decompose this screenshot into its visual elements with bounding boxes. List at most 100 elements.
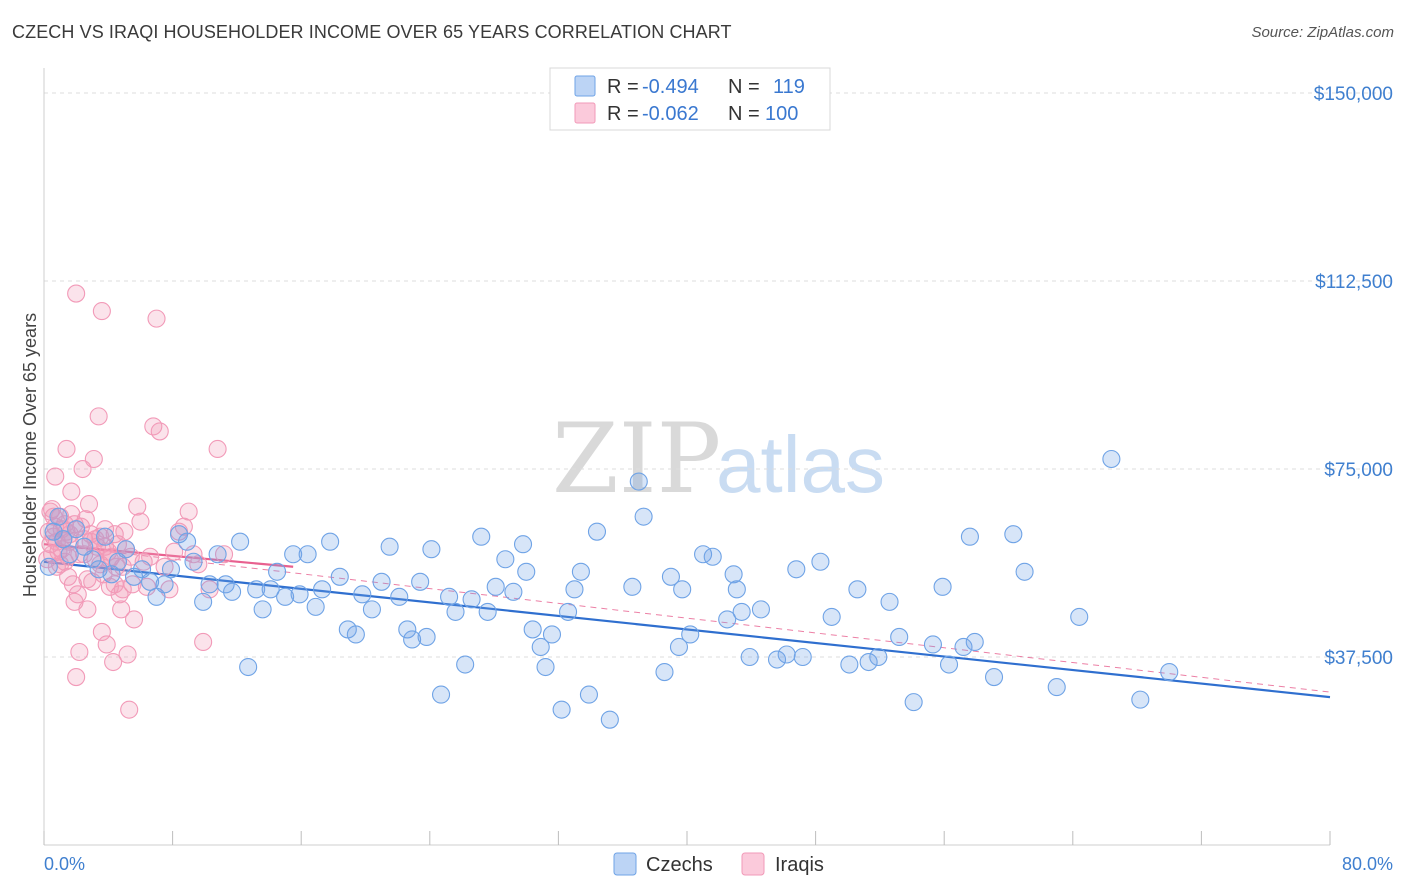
legend-r-label: R =	[607, 103, 639, 125]
data-point	[1047, 678, 1066, 697]
data-point	[268, 562, 287, 581]
data-point	[793, 647, 812, 667]
data-point	[372, 572, 391, 591]
data-point	[732, 602, 751, 621]
data-point	[840, 655, 859, 674]
legend-bottom-swatch-iraqis	[741, 852, 765, 876]
data-point	[70, 642, 89, 662]
data-point	[78, 570, 97, 589]
x-tick-labels: 0.0% 80.0%	[44, 854, 1393, 874]
data-point	[216, 575, 235, 594]
legend-r-value-iraqis: -0.062	[642, 103, 699, 125]
data-point	[673, 580, 692, 599]
data-point	[496, 550, 515, 569]
y-tick-label: $150,000	[1314, 84, 1393, 105]
data-point	[904, 693, 923, 712]
data-point	[811, 552, 830, 571]
data-point	[933, 577, 952, 596]
data-point	[954, 637, 973, 657]
data-point	[83, 550, 102, 569]
data-point	[411, 572, 430, 591]
data-point	[247, 580, 266, 599]
data-point	[141, 572, 160, 591]
data-point	[523, 620, 542, 639]
data-point	[634, 507, 653, 526]
legend-swatch-czechs	[574, 75, 596, 97]
data-point	[179, 502, 198, 521]
data-point	[472, 527, 491, 546]
data-point	[623, 577, 642, 596]
data-point	[223, 582, 242, 601]
data-point	[96, 527, 115, 546]
data-point	[137, 577, 156, 596]
data-point	[353, 585, 372, 604]
data-point	[751, 600, 770, 619]
legend-n-label: N =	[728, 76, 760, 98]
data-point	[184, 552, 203, 571]
data-point	[89, 407, 108, 426]
data-point	[39, 557, 58, 576]
data-point	[859, 652, 878, 672]
data-point	[298, 545, 317, 564]
data-point	[552, 700, 571, 719]
data-point	[118, 645, 137, 664]
data-point	[1015, 562, 1034, 581]
data-point	[116, 540, 136, 559]
data-point	[60, 545, 79, 564]
data-point	[777, 645, 796, 664]
data-point	[253, 600, 272, 619]
data-point	[57, 439, 76, 459]
data-point	[110, 585, 129, 604]
data-point	[131, 512, 150, 531]
trend-line-czechs	[43, 560, 1331, 699]
data-point	[1070, 607, 1089, 626]
data-point	[178, 532, 197, 551]
data-point	[661, 567, 680, 586]
zipatlas-watermark: ZIP atlas	[552, 403, 885, 515]
data-point	[890, 627, 909, 647]
axes	[43, 68, 1331, 846]
data-point	[147, 309, 166, 328]
data-point	[120, 700, 139, 719]
data-point	[923, 635, 942, 654]
trend-line-iraqis-extended	[43, 543, 1331, 693]
data-point	[655, 662, 674, 682]
data-point	[1004, 525, 1023, 544]
data-point	[398, 620, 417, 639]
chart-title: CZECH VS IRAQI HOUSEHOLDER INCOME OVER 6…	[12, 22, 732, 42]
legend-n-label: N =	[728, 103, 760, 125]
data-point	[703, 547, 722, 566]
data-point	[446, 602, 465, 621]
data-point	[261, 580, 280, 599]
data-point	[542, 625, 562, 644]
data-point	[330, 567, 349, 586]
data-point	[239, 657, 258, 677]
data-point	[165, 542, 184, 561]
data-point	[112, 600, 131, 619]
data-point	[306, 597, 325, 616]
data-point	[284, 545, 303, 564]
data-point	[362, 600, 381, 619]
data-point	[965, 632, 984, 652]
data-point	[123, 575, 142, 594]
data-point	[517, 562, 536, 581]
chart-source: Source: ZipAtlas.com	[1251, 24, 1394, 41]
data-point	[727, 580, 746, 599]
data-point	[97, 635, 116, 654]
x-tick-label-min: 0.0%	[44, 854, 85, 874]
legend-n-value-iraqis: 100	[765, 103, 798, 125]
data-point	[96, 520, 115, 539]
data-point	[73, 459, 92, 479]
data-point	[504, 582, 523, 601]
data-point	[67, 284, 86, 303]
data-point	[390, 587, 409, 606]
data-point	[1131, 690, 1150, 709]
series-legend: Czechs Iraqis	[613, 852, 824, 876]
data-point	[417, 627, 436, 647]
data-point	[629, 472, 648, 491]
y-tick-labels: $37,500 $75,000 $112,500 $150,000	[1314, 84, 1393, 669]
data-point	[79, 495, 99, 514]
data-point	[880, 592, 899, 611]
data-point	[189, 555, 208, 574]
